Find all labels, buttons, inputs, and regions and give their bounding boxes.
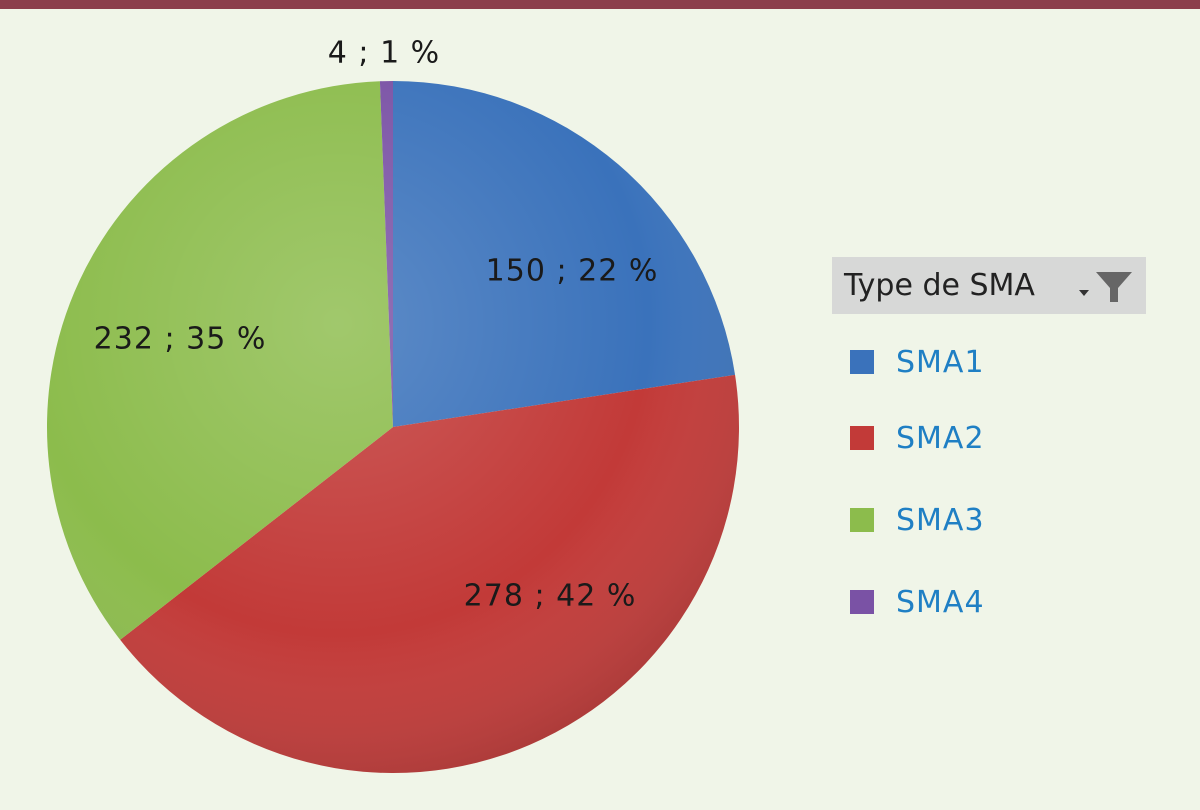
legend-item-sma2[interactable]: SMA2	[832, 397, 1146, 479]
legend-item-sma1[interactable]: SMA1	[832, 327, 1146, 397]
legend-swatch	[850, 508, 874, 532]
legend: Type de SMA SMA1 SMA2 SMA3 SMA4	[832, 257, 1146, 643]
top-accent-bar	[0, 0, 1200, 9]
slice-label-sma2: 278 ; 42 %	[464, 579, 637, 614]
legend-swatch	[850, 590, 874, 614]
legend-title: Type de SMA	[844, 268, 1035, 303]
slice-label-sma1: 150 ; 22 %	[486, 254, 659, 289]
legend-label: SMA4	[896, 584, 985, 620]
legend-label: SMA1	[896, 344, 985, 380]
slice-label-sma3: 232 ; 35 %	[94, 322, 267, 357]
slice-label-sma4: 4 ; 1 %	[328, 36, 440, 71]
legend-swatch	[850, 350, 874, 374]
filter-button[interactable]	[1078, 266, 1134, 306]
legend-item-sma3[interactable]: SMA3	[832, 479, 1146, 561]
legend-items: SMA1 SMA2 SMA3 SMA4	[832, 327, 1146, 643]
filter-icon	[1096, 271, 1132, 302]
legend-item-sma4[interactable]: SMA4	[832, 561, 1146, 643]
legend-label: SMA3	[896, 502, 985, 538]
pie-chart: 150 ; 22 % 278 ; 42 % 232 ; 35 % 4 ; 1 %	[47, 36, 740, 773]
legend-header: Type de SMA	[832, 257, 1146, 314]
dropdown-arrow-icon	[1079, 289, 1089, 296]
legend-swatch	[850, 426, 874, 450]
legend-label: SMA2	[896, 420, 985, 456]
